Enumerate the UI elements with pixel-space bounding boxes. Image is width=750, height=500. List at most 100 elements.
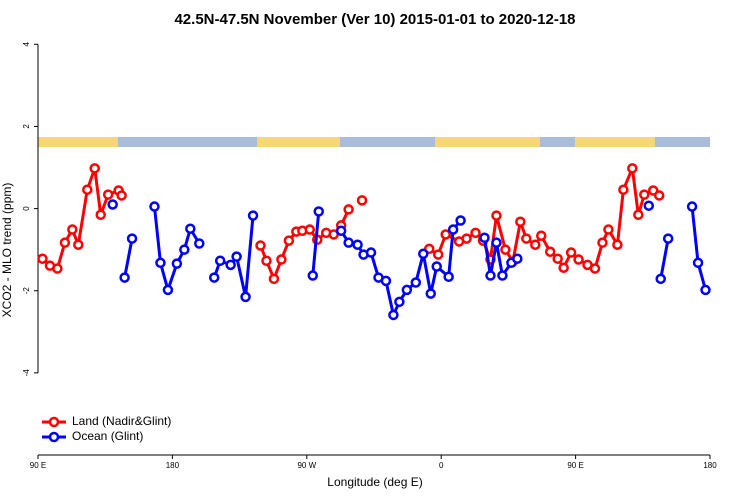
point xyxy=(116,190,127,201)
point xyxy=(485,270,496,281)
point xyxy=(119,272,130,283)
x-tick-label: 90 E xyxy=(567,461,583,470)
point xyxy=(73,239,84,250)
x-tick-label: 180 xyxy=(166,461,180,470)
land-strip xyxy=(435,137,540,147)
point xyxy=(612,239,623,250)
point xyxy=(643,200,655,211)
point xyxy=(313,206,324,217)
land-ocean-strip xyxy=(38,137,710,147)
point xyxy=(365,247,377,258)
land-strip xyxy=(38,137,118,147)
point xyxy=(231,251,242,262)
point xyxy=(155,257,166,269)
point xyxy=(304,224,316,235)
point xyxy=(686,201,698,212)
legend-label: Ocean (Glint) xyxy=(72,429,143,443)
point xyxy=(107,199,118,210)
point xyxy=(618,184,629,195)
legend-marker xyxy=(48,416,60,428)
point xyxy=(394,296,405,308)
point xyxy=(255,240,266,251)
point xyxy=(185,223,196,234)
point xyxy=(536,230,547,241)
point xyxy=(283,235,295,246)
y-tick-label: 2 xyxy=(22,124,31,129)
point xyxy=(356,195,368,206)
point xyxy=(380,275,392,287)
point xyxy=(544,246,556,257)
point xyxy=(440,229,451,240)
point xyxy=(82,184,93,195)
x-axis-label: Longitude (deg E) xyxy=(327,475,422,489)
point xyxy=(268,273,280,285)
point xyxy=(214,255,226,266)
point xyxy=(410,277,422,288)
point xyxy=(343,204,354,215)
point xyxy=(627,163,638,174)
point xyxy=(162,284,174,296)
point xyxy=(653,190,665,201)
point xyxy=(521,233,532,244)
point xyxy=(655,273,666,285)
legend-marker xyxy=(48,431,60,443)
point xyxy=(470,227,481,239)
point xyxy=(425,288,436,299)
point xyxy=(261,255,272,266)
point xyxy=(179,244,190,255)
x-tick-label: 90 W xyxy=(297,461,316,470)
point xyxy=(432,249,444,260)
land-strip xyxy=(575,137,655,147)
point xyxy=(515,216,526,227)
legend-label: Land (Nadir&Glint) xyxy=(72,414,171,428)
point xyxy=(512,253,523,264)
point xyxy=(530,239,541,250)
point xyxy=(443,271,454,283)
x-tick-label: 180 xyxy=(703,461,717,470)
x-tick-label: 0 xyxy=(439,461,444,470)
point xyxy=(102,189,114,200)
point xyxy=(692,257,704,269)
point xyxy=(597,237,608,248)
point xyxy=(171,258,183,269)
y-tick-label: 0 xyxy=(22,206,31,211)
point xyxy=(307,270,319,281)
point xyxy=(343,237,354,248)
point xyxy=(335,225,347,237)
y-tick-label: -4 xyxy=(22,369,31,377)
point xyxy=(89,163,100,174)
point xyxy=(95,209,106,221)
point xyxy=(126,233,138,244)
point xyxy=(558,262,569,273)
y-tick-label: 4 xyxy=(22,42,31,47)
point xyxy=(447,224,459,235)
point xyxy=(52,263,63,274)
point xyxy=(479,232,490,244)
y-tick-label: -2 xyxy=(22,287,31,295)
point xyxy=(194,238,205,249)
point xyxy=(491,210,502,221)
point xyxy=(603,224,614,235)
point xyxy=(67,224,78,235)
point xyxy=(461,233,472,244)
point xyxy=(497,270,508,281)
point xyxy=(633,209,644,221)
point xyxy=(573,254,584,265)
point xyxy=(455,215,466,226)
point xyxy=(208,272,220,283)
point xyxy=(418,248,429,260)
point xyxy=(639,189,650,200)
point xyxy=(401,284,413,296)
point xyxy=(352,239,363,250)
point xyxy=(700,284,711,296)
point xyxy=(388,309,399,321)
point xyxy=(565,247,577,258)
point xyxy=(589,263,601,274)
point xyxy=(247,210,259,221)
point xyxy=(491,237,502,248)
ocean-strip xyxy=(38,137,710,147)
point xyxy=(149,201,160,212)
point xyxy=(37,253,48,264)
